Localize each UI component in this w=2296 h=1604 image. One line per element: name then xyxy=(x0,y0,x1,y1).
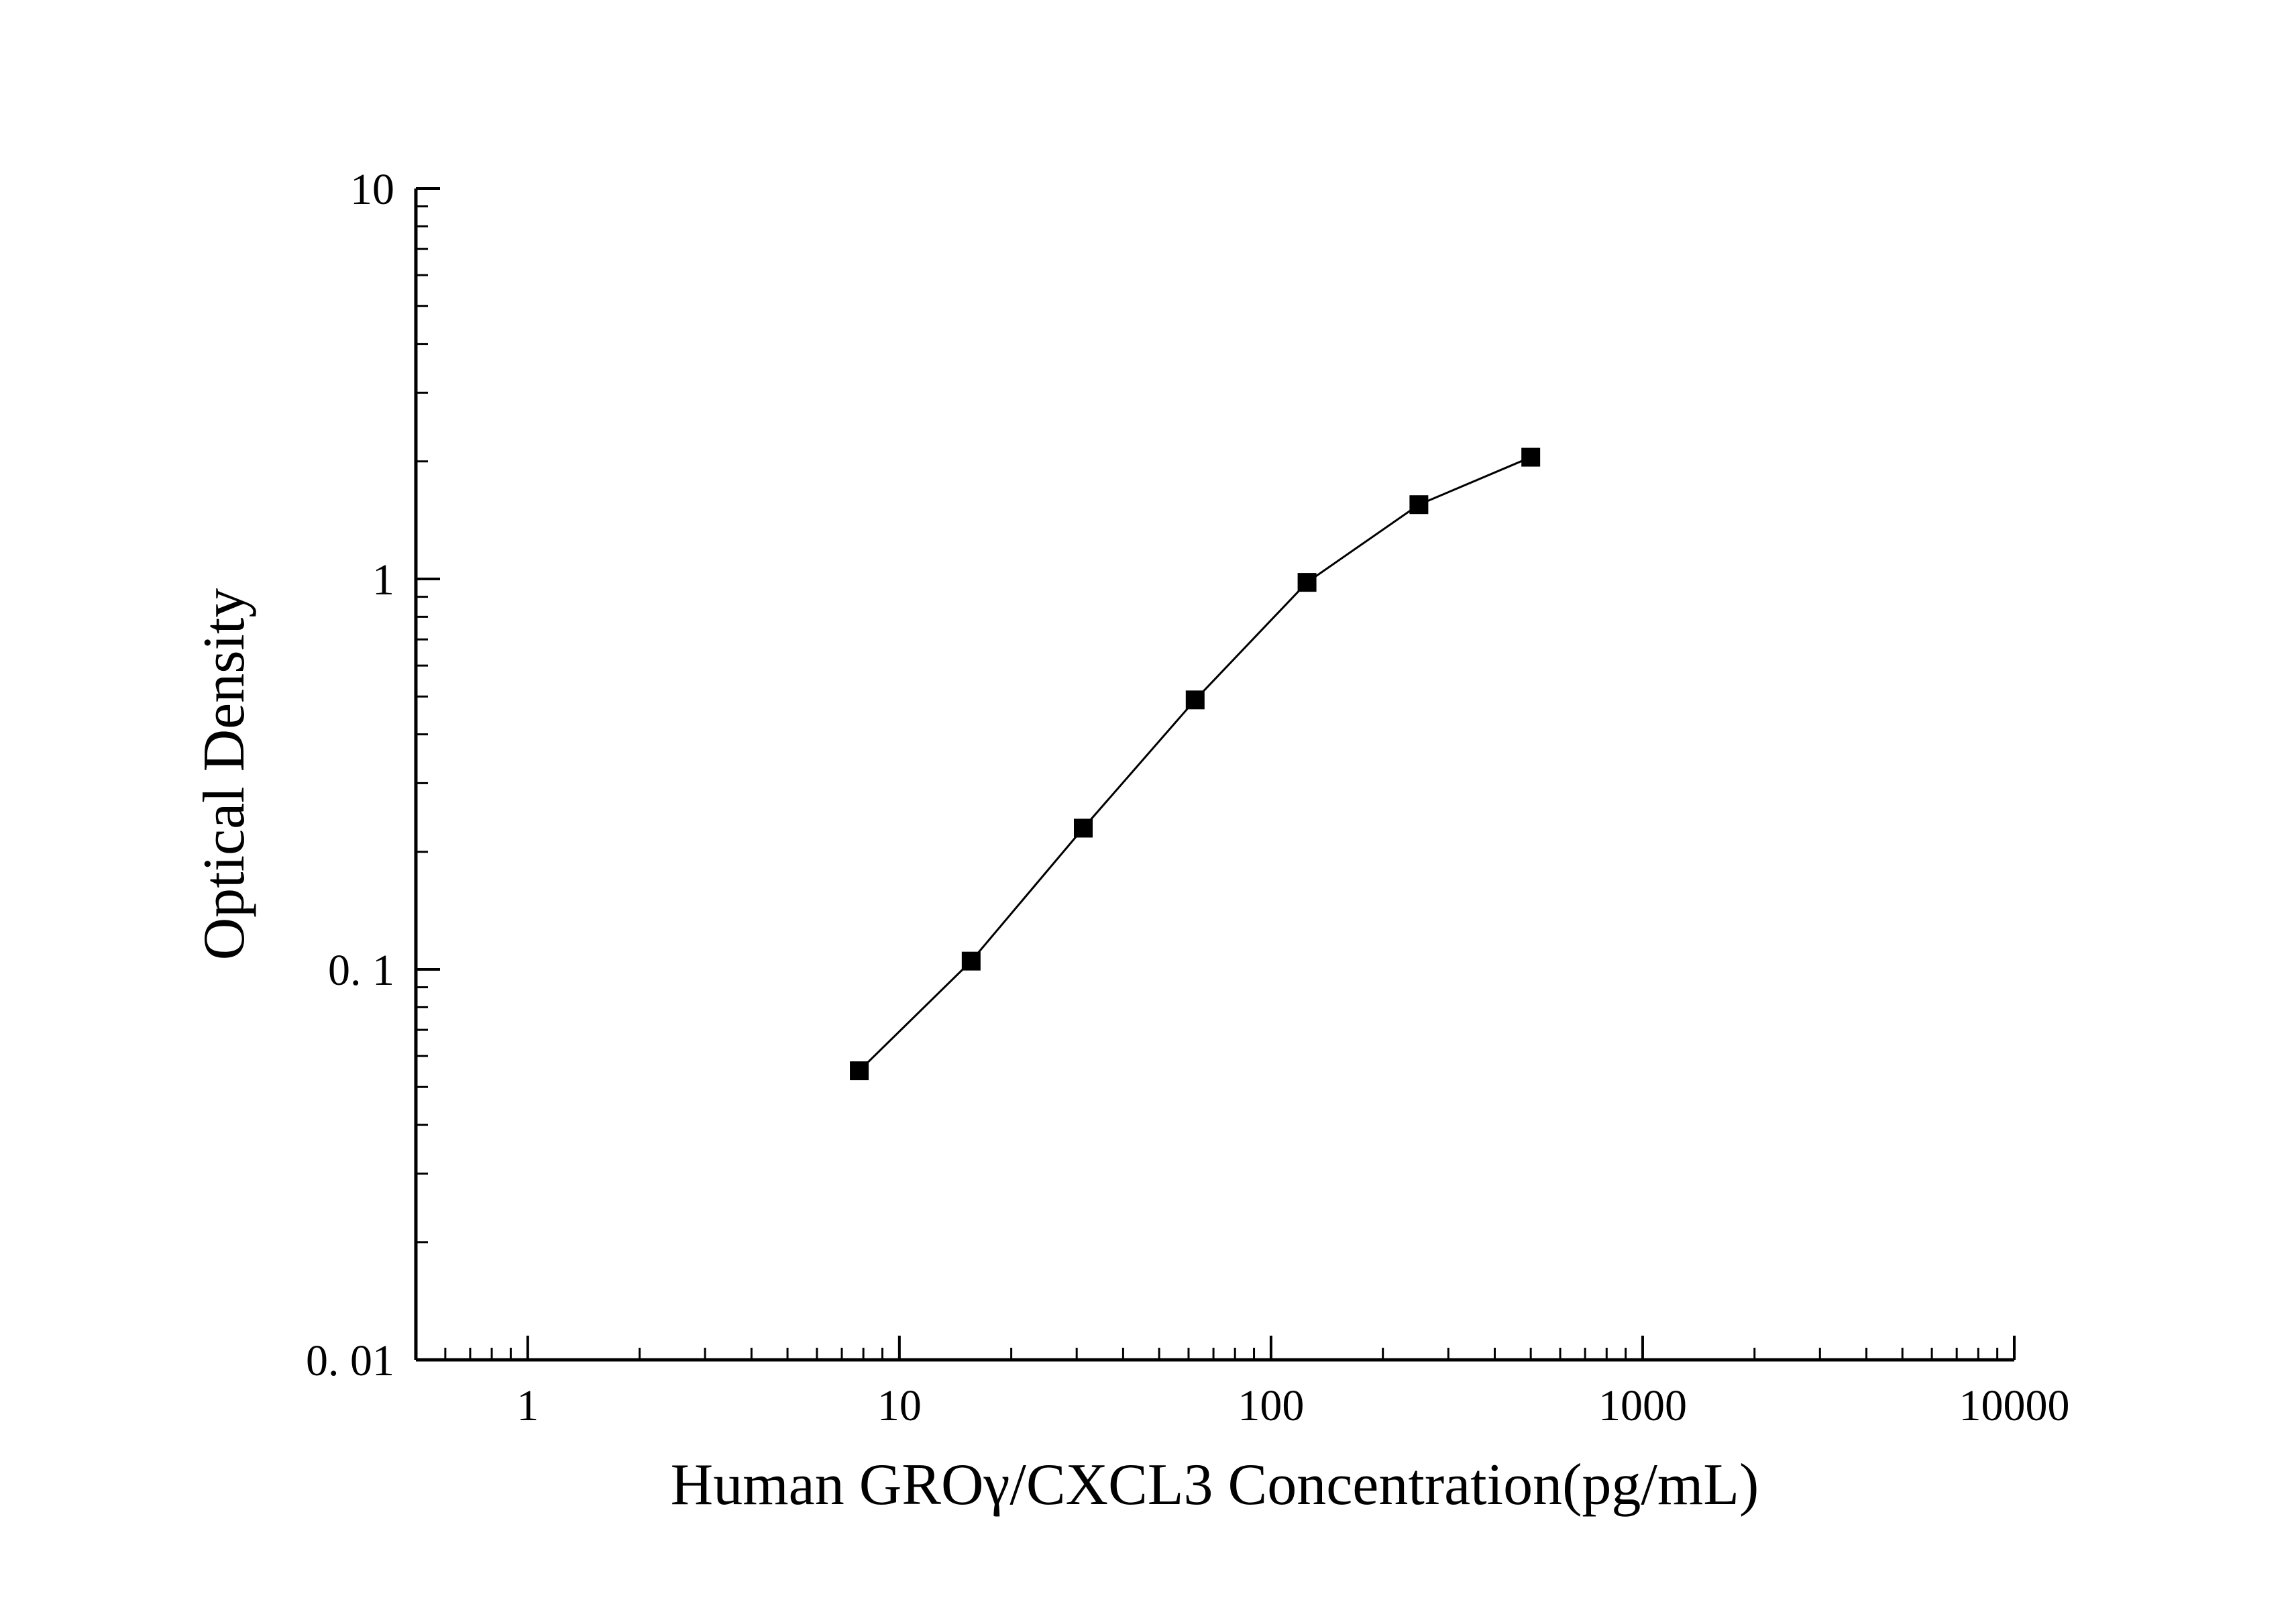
data-point-marker xyxy=(850,1061,869,1081)
data-point-marker xyxy=(1074,818,1093,838)
data-point-marker xyxy=(1409,495,1429,515)
standard-curve-line xyxy=(859,456,1531,1072)
y-axis-label: Optical Density xyxy=(192,588,257,961)
x-axis-label: Human GROγ/CXCL3 Concentration(pg/mL) xyxy=(670,1452,1759,1517)
y-tick-label: 0. 01 xyxy=(306,1336,394,1385)
x-tick-label: 1000 xyxy=(1598,1381,1687,1430)
data-point-marker xyxy=(961,951,981,971)
y-tick-label: 1 xyxy=(372,555,394,604)
x-tick-label: 10000 xyxy=(1959,1381,2070,1430)
y-tick-label: 10 xyxy=(350,165,394,214)
x-tick-label: 10 xyxy=(877,1381,922,1430)
data-point-marker xyxy=(1297,573,1317,592)
data-point-marker xyxy=(1185,690,1205,710)
x-tick-label: 100 xyxy=(1238,1381,1304,1430)
y-tick-label: 0. 1 xyxy=(328,946,394,995)
data-point-marker xyxy=(1521,447,1541,467)
x-tick-label: 1 xyxy=(516,1381,539,1430)
